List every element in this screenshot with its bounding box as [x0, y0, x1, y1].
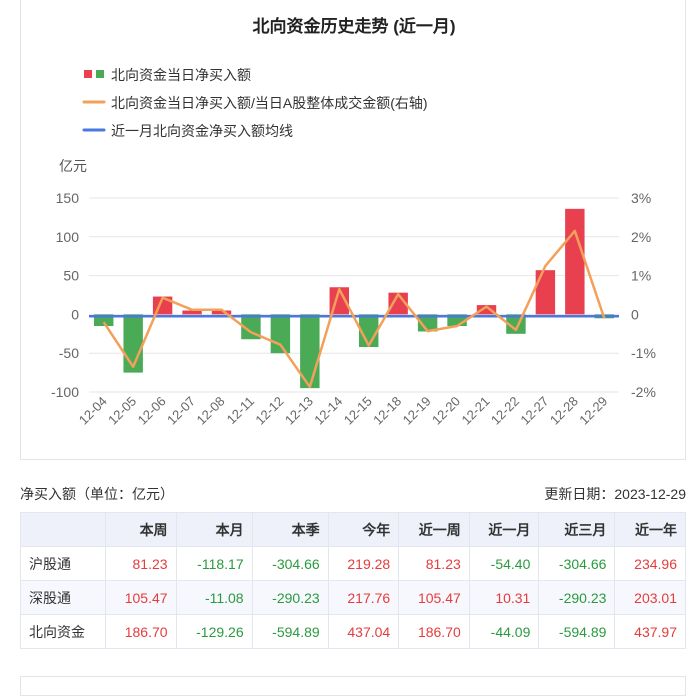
x-tick-label: 12-13: [282, 394, 316, 428]
table-cell: -118.17: [175, 546, 253, 581]
y-tick-label: 100: [56, 229, 80, 245]
table-cell: -304.66: [538, 546, 616, 581]
y-tick-label: 50: [63, 268, 79, 284]
table-cell: 437.97: [614, 614, 686, 649]
table-cell: -129.26: [175, 614, 253, 649]
table-header: 本季: [251, 512, 329, 547]
x-tick-label: 12-14: [311, 394, 345, 428]
bottom-panel: [20, 676, 686, 696]
y2-tick-label: 2%: [631, 229, 651, 245]
bar: [94, 314, 114, 327]
legend-label: 北向资金当日净买入额/当日A股整体成交金额(右轴): [111, 95, 428, 111]
table-caption-row: 净买入额（单位：亿元） 更新日期：2023-12-29: [20, 484, 686, 504]
table-cell: -594.89: [538, 614, 616, 649]
table-cell: 203.01: [614, 580, 686, 615]
x-tick-label: 12-28: [547, 394, 581, 428]
table-cell: 186.70: [398, 614, 470, 649]
x-tick-label: 12-15: [341, 394, 375, 428]
row-name: 深股通: [20, 580, 106, 615]
northbound-chart: 北向资金历史走势 (近一月) 北向资金当日净买入额北向资金当日净买入额/当日A股整…: [51, 16, 656, 428]
x-tick-label: 12-06: [135, 394, 169, 428]
table-header: 近一周: [398, 512, 470, 547]
x-tick-label: 12-29: [576, 394, 610, 428]
y-tick-label: 0: [71, 306, 79, 322]
x-tick-label: 12-05: [105, 394, 139, 428]
bar: [417, 314, 438, 332]
y-tick-label: 150: [56, 190, 80, 206]
table-header: 本月: [175, 512, 253, 547]
row-name: 沪股通: [20, 546, 106, 581]
x-tick-label: 12-12: [252, 394, 286, 428]
chart-title: 北向资金历史走势 (近一月): [252, 16, 455, 36]
x-tick-label: 12-11: [224, 394, 257, 427]
y2-tick-label: -2%: [631, 384, 656, 400]
legend-label: 北向资金当日净买入额: [111, 67, 251, 83]
table-header: 近三月: [538, 512, 616, 547]
table-cell: 219.28: [327, 546, 400, 581]
x-tick-label: 12-08: [194, 394, 228, 428]
table-cell: -44.09: [468, 614, 540, 649]
bar: [447, 314, 467, 327]
y2-tick-label: 0: [631, 306, 639, 322]
x-tick-label: 12-27: [517, 394, 551, 428]
bar: [211, 310, 232, 315]
y2-tick-label: 1%: [631, 268, 651, 284]
legend-label: 近一月北向资金净买入额均线: [111, 123, 293, 139]
table-cell: 10.31: [468, 580, 540, 615]
legend-swatch-positive: [84, 70, 92, 78]
table-cell: -54.40: [468, 546, 540, 581]
y2-tick-label: -1%: [631, 345, 656, 361]
table-cell: 81.23: [398, 546, 470, 581]
table-cell: 234.96: [614, 546, 686, 581]
y2-tick-label: 3%: [631, 190, 651, 206]
bar: [270, 314, 291, 354]
table-header: 今年: [327, 512, 400, 547]
table-row: 沪股通 81.23 -118.17 -304.66 219.28 81.23 -…: [20, 546, 686, 581]
net-buy-table: 本周 本月 本季 今年 近一周 近一月 近三月 近一年 沪股通 81.23 -1…: [20, 512, 686, 649]
table-header: [20, 512, 106, 547]
table-cell: 437.04: [327, 614, 400, 649]
table-cell: -304.66: [251, 546, 329, 581]
ratio-line: [102, 229, 606, 389]
bar: [476, 305, 497, 315]
table-cell: -594.89: [251, 614, 329, 649]
legend-swatch-negative: [96, 70, 104, 78]
table-cell: -11.08: [175, 580, 253, 615]
x-tick-label: 12-22: [488, 394, 522, 428]
bar: [388, 292, 408, 315]
table-row: 北向资金 186.70 -129.26 -594.89 437.04 186.7…: [20, 614, 686, 649]
x-tick-label: 12-07: [164, 394, 198, 428]
table-cell: 105.47: [105, 580, 177, 615]
y-tick-label: -100: [51, 384, 79, 400]
table-cell: 217.76: [327, 580, 400, 615]
bar: [535, 270, 556, 315]
chart-panel: 北向资金历史走势 (近一月) 北向资金当日净买入额北向资金当日净买入额/当日A股整…: [20, 0, 686, 460]
x-tick-label: 12-21: [459, 394, 493, 428]
row-name: 北向资金: [20, 614, 106, 649]
table-cell: 81.23: [105, 546, 177, 581]
table-row: 深股通 105.47 -11.08 -290.23 217.76 105.47 …: [20, 580, 686, 615]
table-header: 近一年: [614, 512, 686, 547]
x-tick-label: 12-18: [370, 394, 404, 428]
bar: [565, 208, 585, 315]
table-header: 本周: [105, 512, 177, 547]
x-tick-label: 12-20: [429, 394, 463, 428]
y-tick-label: -50: [59, 345, 79, 361]
table-cell: -290.23: [538, 580, 616, 615]
update-date: 更新日期：2023-12-29: [544, 486, 686, 502]
y-axis-label: 亿元: [59, 158, 87, 174]
bar: [182, 310, 202, 315]
table-cell: -290.23: [251, 580, 329, 615]
x-tick-label: 12-19: [400, 394, 434, 428]
table-cell: 186.70: [105, 614, 177, 649]
x-tick-label: 12-04: [76, 394, 110, 428]
table-header-row: 本周 本月 本季 今年 近一周 近一月 近三月 近一年: [20, 512, 686, 547]
table-header: 近一月: [468, 512, 540, 547]
table-caption: 净买入额（单位：亿元）: [20, 486, 174, 502]
table-cell: 105.47: [398, 580, 470, 615]
